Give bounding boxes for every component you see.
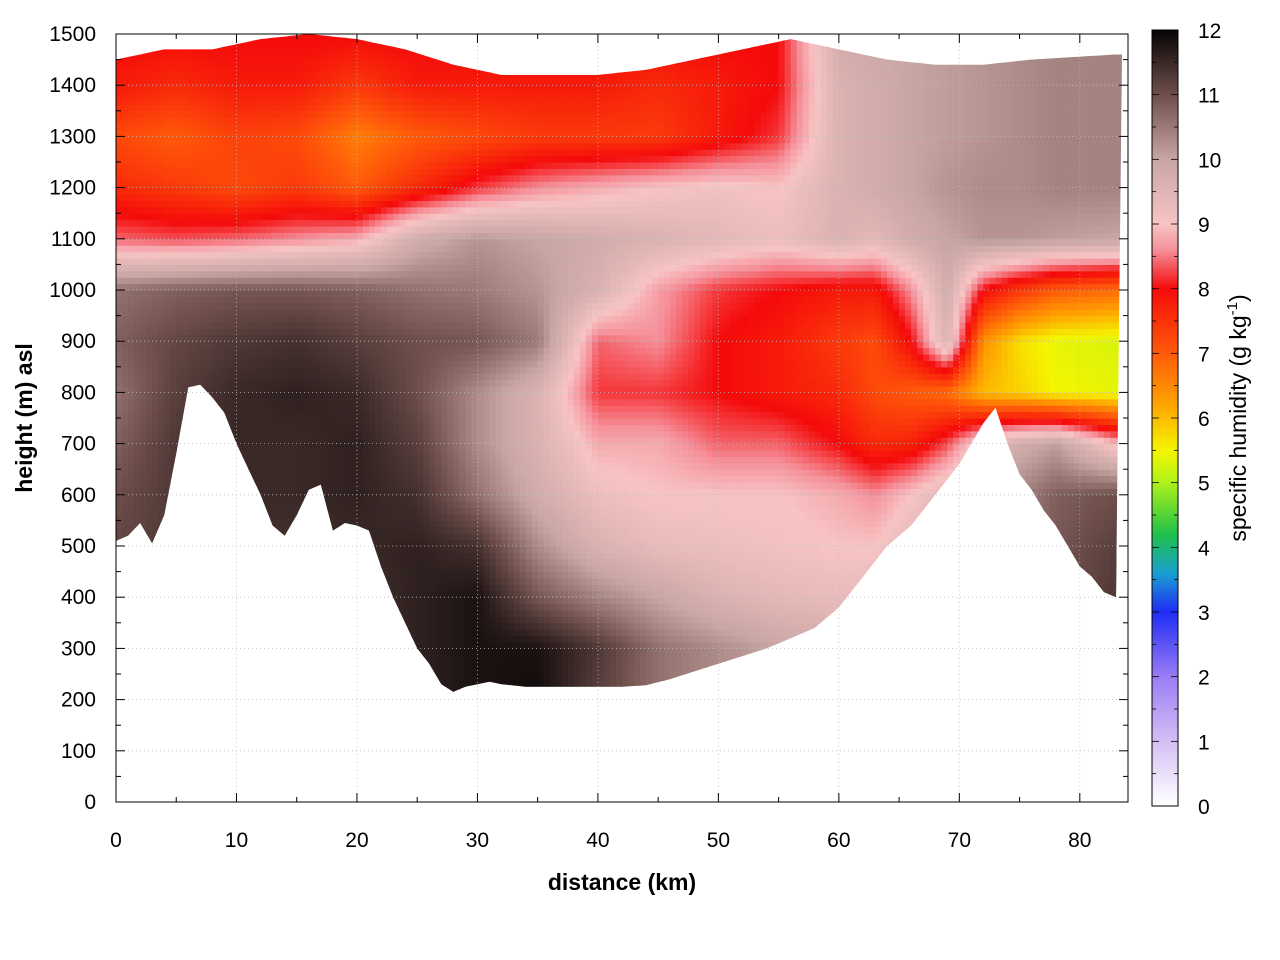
y-tick-label: 1400	[49, 74, 96, 97]
colorbar-tick-label: 12	[1198, 20, 1221, 43]
x-tick-label: 80	[1068, 829, 1091, 852]
colorbar-tick-label: 10	[1198, 149, 1221, 172]
x-tick-label: 20	[345, 829, 368, 852]
grid-lines	[116, 34, 1128, 802]
y-tick-label: 700	[61, 433, 96, 456]
y-tick-label: 200	[61, 689, 96, 712]
colorbar-tick-label: 3	[1198, 602, 1210, 625]
y-tick-label: 1300	[49, 125, 96, 148]
colorbar-ticks	[1152, 29, 1178, 807]
colorbar-title-main: specific humidity (g kg	[1225, 315, 1251, 541]
colorbar-tick-label: 11	[1198, 85, 1220, 108]
colorbar-frame	[1151, 29, 1179, 807]
colorbar-tick-label: 9	[1198, 214, 1210, 237]
y-tick-label: 100	[61, 740, 96, 763]
y-tick-label: 1200	[49, 177, 96, 200]
y-tick-label: 500	[61, 535, 96, 558]
colorbar-tick-label: 5	[1198, 473, 1210, 496]
colorbar-tick-label: 7	[1198, 343, 1210, 366]
x-tick-label: 50	[707, 829, 730, 852]
axis-ticks	[115, 33, 1128, 803]
x-tick-label: 70	[948, 829, 971, 852]
x-tick-label: 0	[110, 829, 122, 852]
y-tick-label: 300	[61, 637, 96, 660]
colorbar-title: specific humidity (g kg-1)	[1224, 294, 1251, 541]
y-tick-label: 800	[61, 381, 96, 404]
y-tick-label: 1500	[49, 23, 96, 46]
x-tick-label: 60	[827, 829, 850, 852]
y-tick-label: 600	[61, 484, 96, 507]
colorbar-title-sup: -1	[1224, 302, 1241, 315]
x-tick-label: 40	[586, 829, 609, 852]
x-tick-label: 30	[466, 829, 489, 852]
colorbar-tick-label: 6	[1198, 408, 1210, 431]
y-tick-label: 1100	[51, 228, 96, 251]
x-axis-title: distance (km)	[548, 869, 696, 895]
y-tick-label: 1000	[49, 279, 96, 302]
colorbar-tick-label: 0	[1198, 796, 1210, 819]
y-axis-title: height (m) asl	[11, 343, 37, 493]
y-tick-label: 0	[84, 791, 96, 814]
x-tick-label: 10	[225, 829, 248, 852]
colorbar-tick-label: 8	[1198, 279, 1210, 302]
colorbar-tick-label: 2	[1198, 667, 1210, 690]
colorbar-tick-label: 4	[1198, 537, 1210, 560]
y-tick-label: 900	[61, 330, 96, 353]
y-tick-label: 400	[61, 586, 96, 609]
colorbar-tick-label: 1	[1198, 731, 1210, 754]
y-tick-labels: 0 100 200 300 400 500 600 700 800 900 1000 1100 1200…	[49, 23, 96, 814]
x-tick-labels: 0 10 20 30 40 50 60 70 80	[110, 829, 1091, 852]
colorbar-title-end: )	[1225, 294, 1251, 302]
